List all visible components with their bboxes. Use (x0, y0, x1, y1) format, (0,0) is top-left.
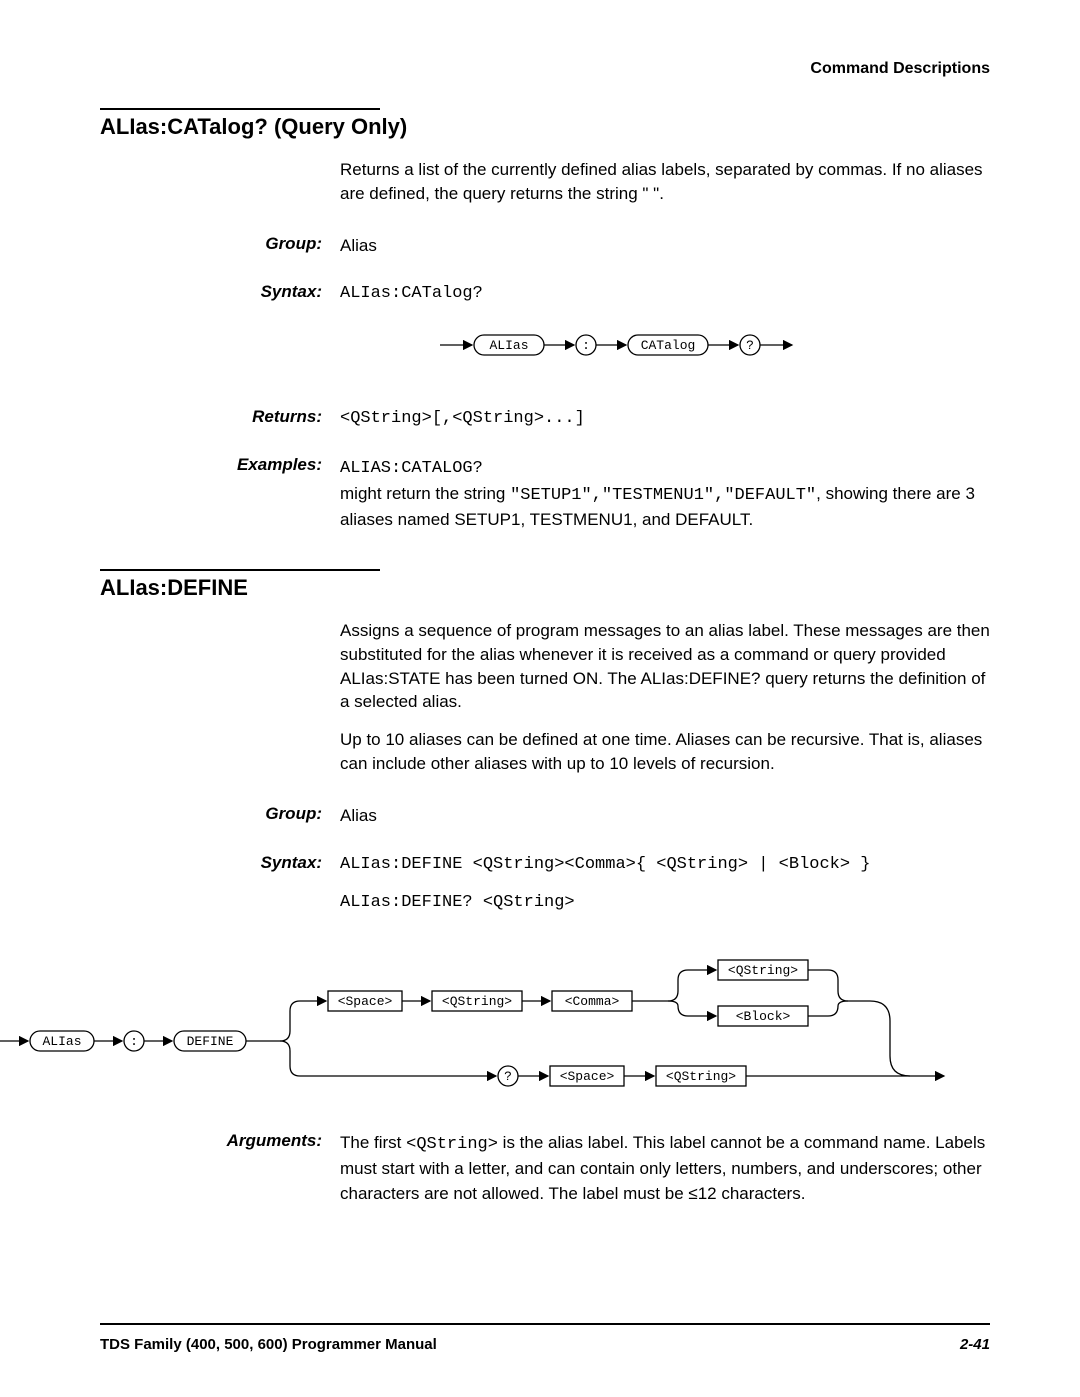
section-title-catalog: ALIas:CATalog? (Query Only) (100, 114, 990, 140)
footer-page-number: 2-41 (960, 1336, 990, 1353)
svg-text:<Block>: <Block> (736, 1009, 791, 1024)
value-syntax-2: ALIas:DEFINE <QString><Comma>{ <QString>… (340, 853, 990, 916)
page-header-right: Command Descriptions (100, 60, 990, 78)
svg-text:?: ? (746, 338, 754, 353)
svg-text:<Space>: <Space> (560, 1069, 615, 1084)
value-syntax: ALIas:CATalog? (340, 282, 990, 307)
example-text-a: might return the string (340, 484, 510, 503)
value-group-2: Alias (340, 804, 990, 829)
label-arguments: Arguments: (100, 1131, 340, 1207)
section2-intro: Assigns a sequence of program messages t… (340, 619, 990, 714)
example-command: ALIAS:CATALOG? (340, 459, 483, 478)
arguments-text-b: <QString> (406, 1135, 498, 1154)
svg-text:<Comma>: <Comma> (565, 994, 620, 1009)
svg-text:<Space>: <Space> (338, 994, 393, 1009)
label-group: Group: (100, 234, 340, 259)
svg-text:ALIas: ALIas (42, 1034, 81, 1049)
label-syntax-2: Syntax: (100, 853, 340, 916)
value-examples: ALIAS:CATALOG? might return the string "… (340, 455, 990, 533)
svg-text:CATalog: CATalog (641, 338, 696, 353)
section-divider (100, 108, 380, 110)
svg-text:<QString>: <QString> (442, 994, 512, 1009)
section1-intro: Returns a list of the currently defined … (340, 158, 990, 206)
footer-manual-title: TDS Family (400, 500, 600) Programmer Ma… (100, 1336, 437, 1353)
svg-text::: : (130, 1034, 138, 1049)
svg-text::: : (582, 338, 590, 353)
section-title-define: ALIas:DEFINE (100, 575, 990, 601)
svg-text:DEFINE: DEFINE (187, 1034, 234, 1049)
syntax-diagram-catalog: ALIas : CATalog ? (440, 325, 860, 365)
value-group: Alias (340, 234, 990, 259)
value-arguments: The first <QString> is the alias label. … (340, 1131, 990, 1207)
svg-text:<QString>: <QString> (728, 963, 798, 978)
section2-intro2: Up to 10 aliases can be defined at one t… (340, 728, 990, 776)
example-text-b: "SETUP1","TESTMENU1","DEFAULT" (510, 486, 816, 505)
value-returns: <QString>[,<QString>...] (340, 407, 990, 432)
svg-text:?: ? (504, 1069, 512, 1084)
arguments-text-a: The first (340, 1133, 406, 1152)
svg-text:ALIas: ALIas (489, 338, 528, 353)
footer-divider (100, 1323, 990, 1325)
label-group-2: Group: (100, 804, 340, 829)
syntax-diagram-define: ALIas : DEFINE <Space> <QString> <Comma>… (0, 956, 960, 1096)
section-divider-2 (100, 569, 380, 571)
label-returns: Returns: (100, 407, 340, 432)
label-examples: Examples: (100, 455, 340, 533)
label-syntax: Syntax: (100, 282, 340, 307)
syntax-line-1: ALIas:DEFINE <QString><Comma>{ <QString>… (340, 855, 871, 874)
svg-text:<QString>: <QString> (666, 1069, 736, 1084)
syntax-line-2: ALIas:DEFINE? <QString> (340, 893, 575, 912)
